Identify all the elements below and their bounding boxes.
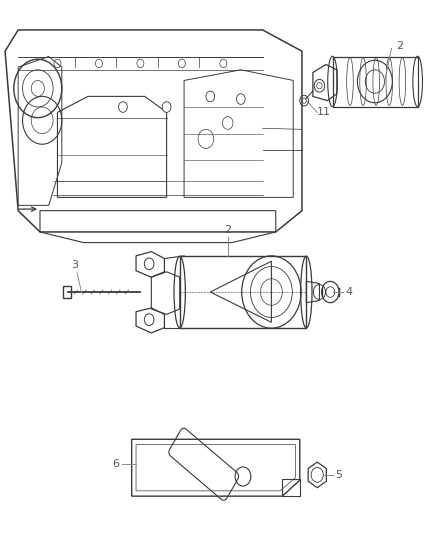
Circle shape xyxy=(119,102,127,112)
Text: 3: 3 xyxy=(71,260,78,270)
Text: 4: 4 xyxy=(346,287,353,297)
Circle shape xyxy=(237,94,245,104)
Text: 5: 5 xyxy=(335,470,342,480)
Text: 2: 2 xyxy=(224,224,231,235)
Circle shape xyxy=(206,91,215,102)
Text: 2: 2 xyxy=(396,41,403,51)
Polygon shape xyxy=(63,286,71,298)
Text: 1: 1 xyxy=(317,107,324,117)
Text: 6: 6 xyxy=(113,459,120,469)
Text: 1: 1 xyxy=(322,107,329,117)
Circle shape xyxy=(162,102,171,112)
